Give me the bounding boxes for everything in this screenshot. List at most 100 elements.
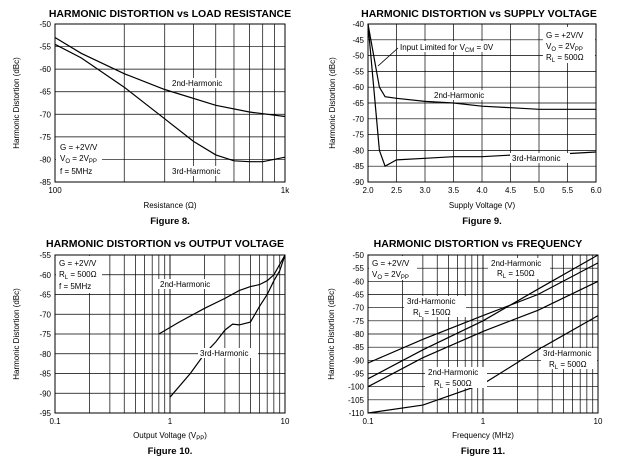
series-label-3rd-150: 3rd-Harmonic (407, 297, 455, 306)
series-label-rl-150: RL = 150Ω (413, 308, 451, 319)
series-group (54, 36, 286, 163)
x-tick-label: 6.0 (590, 186, 602, 195)
y-tick-label: -75 (352, 131, 364, 140)
x-tick-label: 0.1 (49, 417, 61, 426)
chart-title: HARMONIC DISTORTION vs SUPPLY VOLTAGE (361, 8, 597, 20)
y-tick-label: -100 (348, 383, 365, 392)
y-tick-label: -65 (39, 291, 51, 300)
y-axis-label: Harmonic Distortion (dBc) (12, 288, 21, 380)
y-tick-label: -85 (39, 178, 51, 187)
x-tick-label: 5.0 (533, 186, 545, 195)
y-tick-label: -50 (39, 20, 51, 29)
annotation-bg (543, 27, 595, 63)
y-tick-label: -65 (39, 88, 51, 97)
y-tick-label: -60 (39, 271, 51, 280)
x-axis-label: Supply Voltage (V) (449, 201, 516, 210)
series-label-2nd-500: 2nd-Harmonic (428, 368, 478, 377)
y-tick-label: -40 (352, 20, 364, 29)
y-tick-label: -95 (39, 409, 51, 418)
series-label-2nd: 2nd-Harmonic (172, 79, 222, 88)
x-tick-label: 2.0 (362, 186, 374, 195)
figure-caption: Figure 10. (148, 446, 193, 457)
series-label-3rd: 3rd-Harmonic (512, 154, 560, 163)
series-line (367, 280, 599, 388)
y-tick-labels: -50 -55 -60 -65 -70 -75 -80 -85 -90 -95 -100 -105 -1… (348, 251, 365, 418)
plot-frame (367, 23, 597, 183)
plot-frame (54, 254, 286, 414)
y-axis-label: Harmonic Distortion (dBc) (328, 57, 337, 149)
series-group (158, 254, 286, 398)
y-tick-labels: -55 -60 -65 -70 -75 -80 -85 -90 -95 (39, 251, 51, 418)
y-tick-label: -60 (39, 65, 51, 74)
x-tick-label: 2.5 (391, 186, 403, 195)
x-tick-label: 0.1 (362, 417, 374, 426)
y-tick-label: -70 (352, 115, 364, 124)
series-label-rl-500: RL = 500Ω (549, 360, 587, 371)
x-tick-label: 3.5 (448, 186, 460, 195)
x-tick-label: 1k (281, 186, 290, 195)
y-tick-label: -80 (352, 330, 364, 339)
series-label-rl-500: RL = 500Ω (434, 379, 472, 390)
y-axis-label: Harmonic Distortion (dBc) (327, 288, 336, 380)
annotation-leader (377, 47, 399, 67)
y-tick-labels: -50 -55 -60 -65 -70 -75 -80 -85 (39, 20, 51, 187)
label-bg (158, 279, 218, 289)
x-tick-label: 1 (168, 417, 173, 426)
x-tick-label: 100 (48, 186, 62, 195)
series-line (367, 262, 599, 364)
label-bg (425, 367, 487, 388)
x-tick-label: 10 (281, 417, 290, 426)
label-bg (432, 90, 492, 100)
chart-fig9: HARMONIC DISTORTION vs SUPPLY VOLTAGE -4… (328, 8, 602, 227)
y-tick-label: -75 (39, 330, 51, 339)
series-line (158, 254, 286, 335)
label-bg (541, 348, 597, 369)
y-tick-label: -65 (352, 99, 364, 108)
y-tick-label: -55 (352, 264, 364, 273)
x-tick-labels: 2.0 2.5 3.0 3.5 4.0 4.5 5.0 5.5 6.0 (362, 186, 602, 195)
y-tick-label: -50 (352, 52, 364, 61)
chart-fig8: HARMONIC DISTORTION vs LOAD RESISTANCE -… (12, 8, 291, 227)
y-tick-label: -55 (39, 43, 51, 52)
label-bg (404, 296, 466, 317)
label-bg (398, 41, 502, 52)
plot-frame (54, 23, 286, 183)
series-line (54, 43, 286, 163)
annotation-rl: RL = 500Ω (546, 53, 584, 64)
x-tick-label: 1 (481, 417, 486, 426)
x-tick-label: 5.5 (562, 186, 574, 195)
y-tick-label: -55 (39, 251, 51, 260)
y-tick-label: -50 (352, 251, 364, 260)
y-tick-label: -95 (352, 370, 364, 379)
figure-caption: Figure 11. (461, 446, 505, 457)
y-tick-label: -90 (352, 356, 364, 365)
chart-title: HARMONIC DISTORTION vs OUTPUT VOLTAGE (46, 238, 284, 250)
annotation-vo: VO = 2VPP (60, 154, 97, 165)
x-tick-label: 3.0 (419, 186, 431, 195)
y-tick-label: -90 (352, 178, 364, 187)
y-tick-labels: -40 -45 -50 -55 -60 -65 -70 -75 -80 -85 -90 (352, 20, 364, 187)
x-tick-labels: 0.1 1 10 (362, 417, 603, 426)
series-line (367, 254, 599, 380)
annotation-bg (369, 256, 417, 280)
annotation-vo: VO = 2VPP (372, 270, 409, 281)
y-tick-label: -75 (39, 133, 51, 142)
series-label-2nd-150: 2nd-Harmonic (491, 259, 541, 268)
y-tick-label: -70 (352, 304, 364, 313)
y-tick-label: -70 (39, 110, 51, 119)
y-tick-label: -85 (352, 343, 364, 352)
annotation-vo: VO = 2VPP (546, 42, 583, 53)
series-label-2nd: 2nd-Harmonic (160, 280, 210, 289)
x-axis-label: Frequency (MHz) (452, 431, 514, 440)
figure-caption: Figure 8. (150, 216, 190, 227)
label-bg (198, 348, 258, 358)
series-label-3rd: 3rd-Harmonic (200, 349, 248, 358)
series-label-3rd: 3rd-Harmonic (172, 167, 220, 176)
label-bg (488, 258, 550, 279)
y-tick-label: -55 (352, 67, 364, 76)
series-label-rl-150: RL = 150Ω (497, 269, 535, 280)
x-tick-label: 4.5 (505, 186, 517, 195)
x-axis-label: Resistance (Ω) (143, 201, 196, 210)
series-label-3rd-500: 3rd-Harmonic (543, 349, 591, 358)
y-tick-label: -90 (39, 389, 51, 398)
